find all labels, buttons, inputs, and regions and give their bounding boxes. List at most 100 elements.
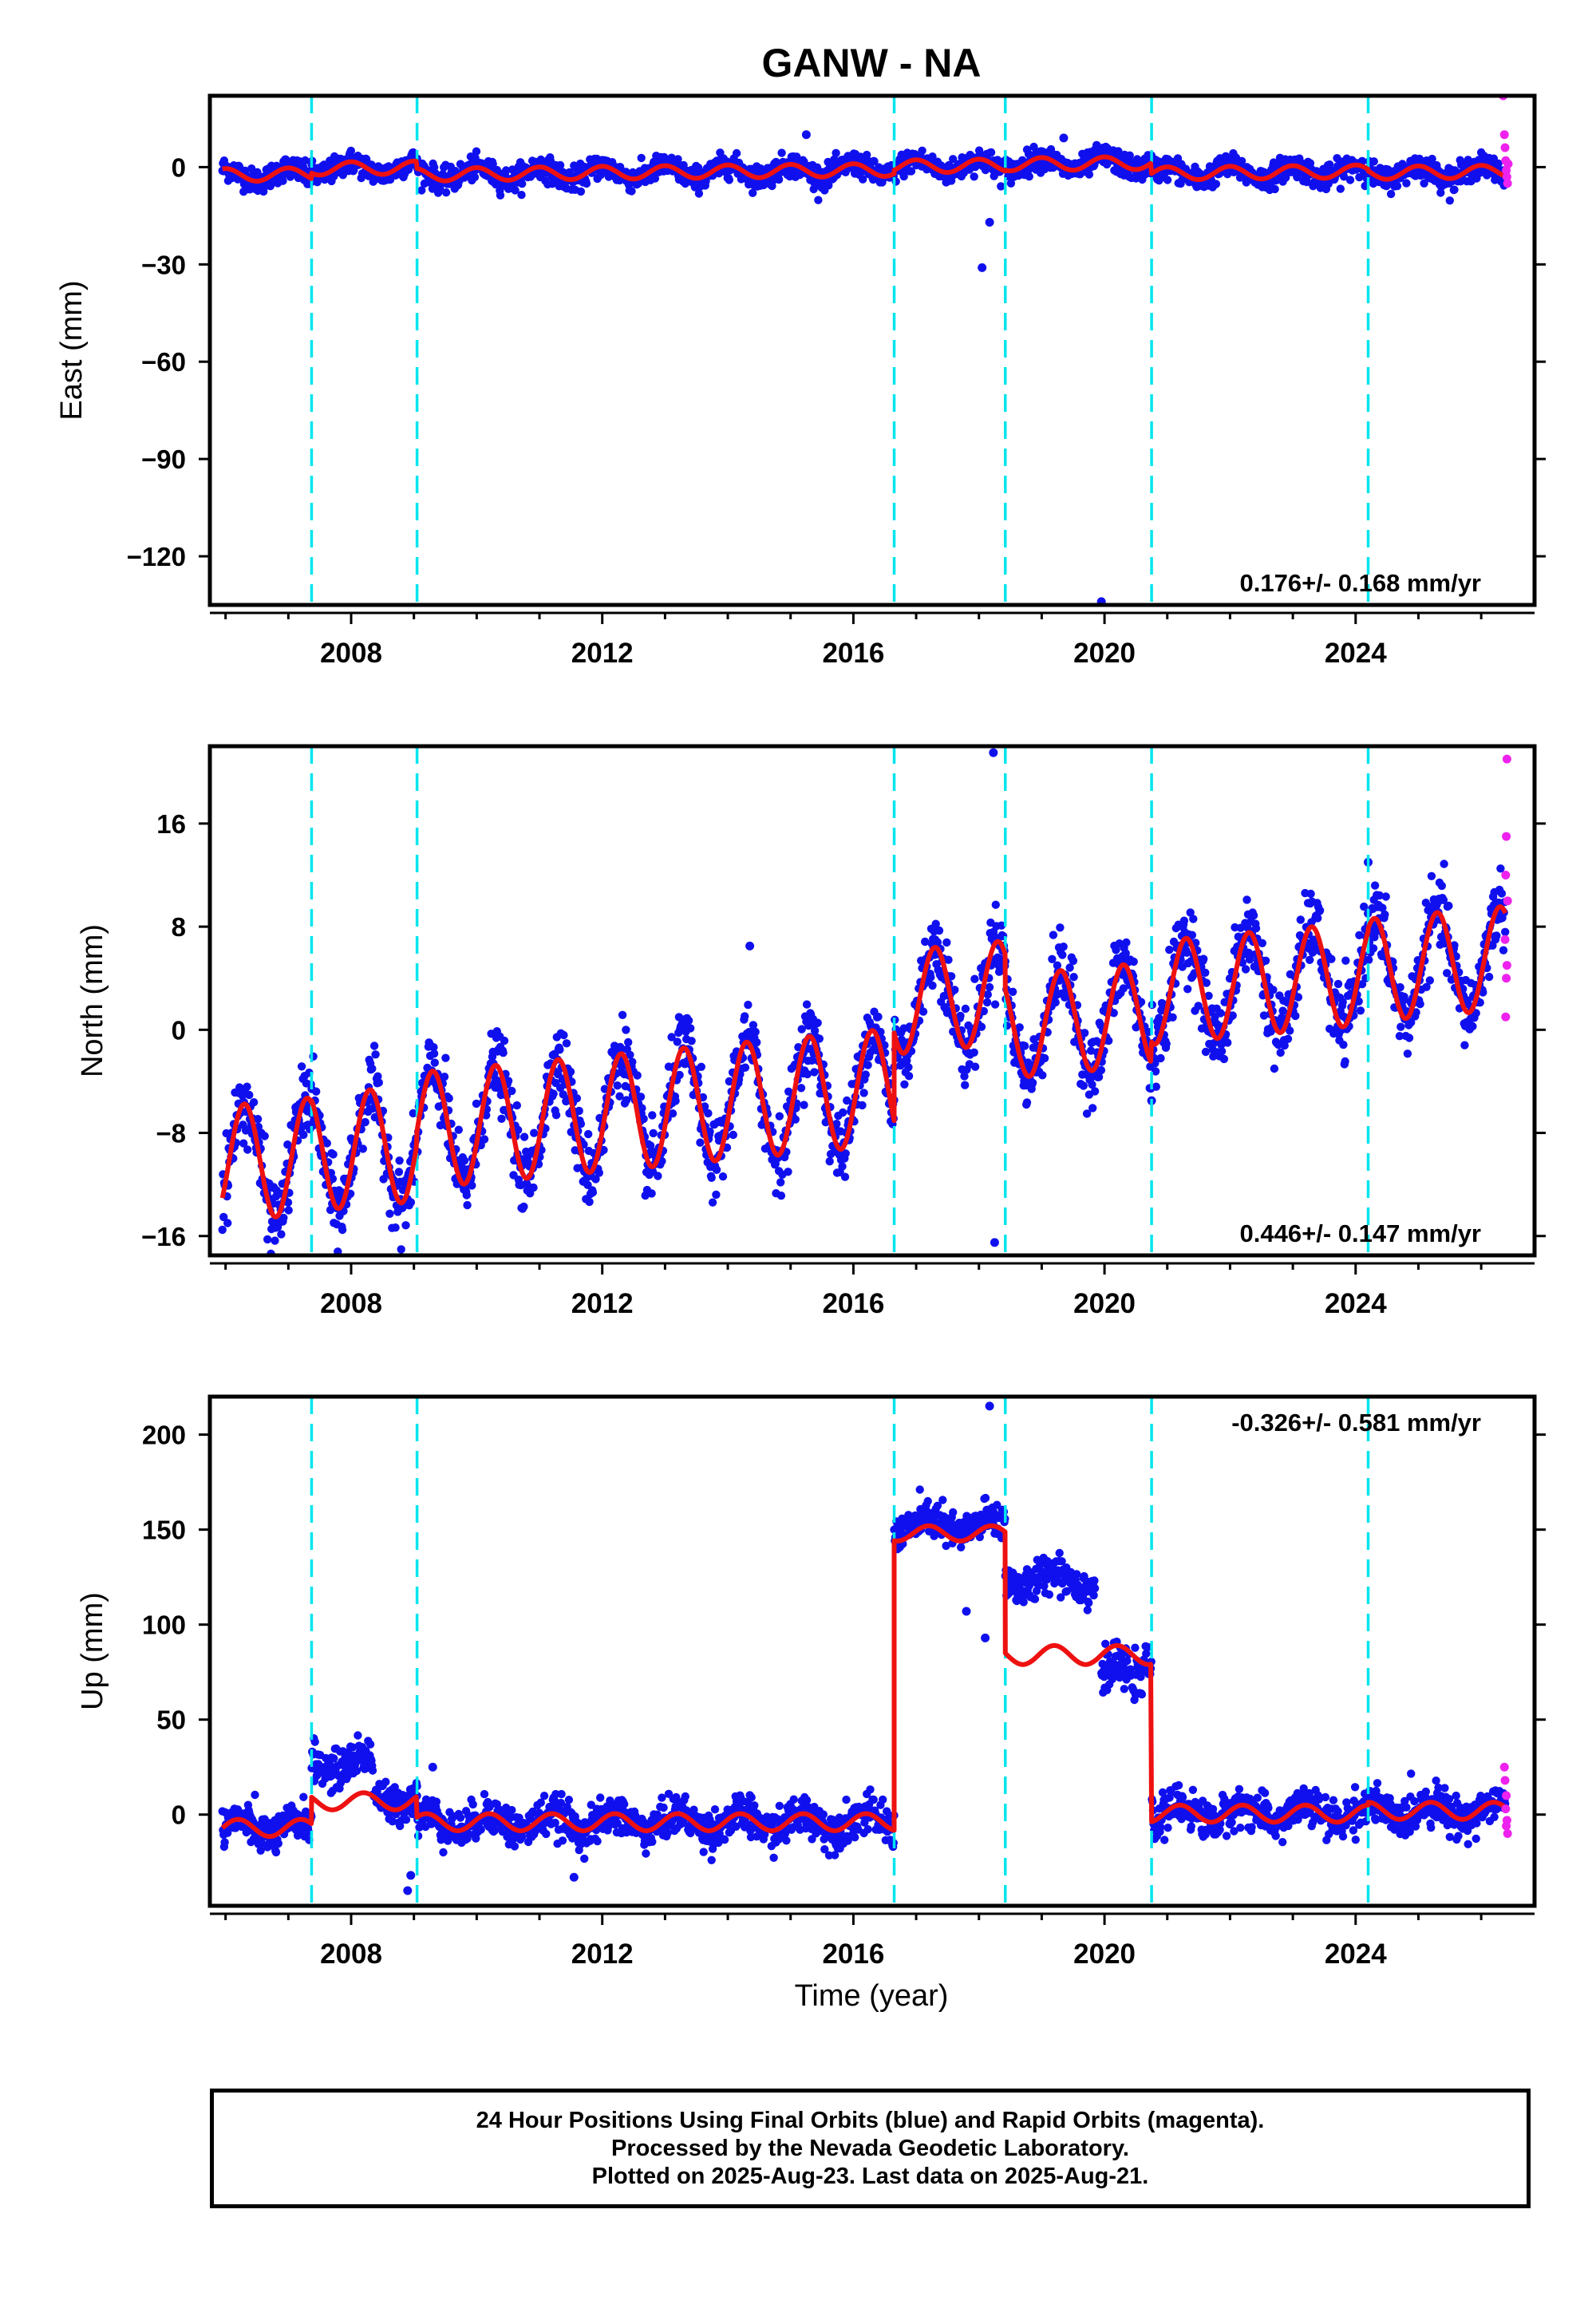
data-point xyxy=(1341,1057,1349,1066)
data-point xyxy=(322,1139,331,1148)
data-point xyxy=(358,1144,367,1153)
data-point xyxy=(633,1071,642,1080)
data-point xyxy=(667,1033,676,1041)
data-point xyxy=(1499,946,1508,954)
x-tick-label: 2012 xyxy=(571,638,634,669)
data-point xyxy=(918,146,926,155)
data-point xyxy=(301,156,310,165)
rapid-point xyxy=(1501,871,1511,880)
data-point xyxy=(615,1092,624,1101)
rapid-point xyxy=(1499,130,1509,140)
data-point xyxy=(468,1181,476,1190)
data-point xyxy=(504,1077,513,1085)
data-point xyxy=(430,1058,439,1067)
data-point xyxy=(626,1050,634,1060)
y-tick-label: −120 xyxy=(127,542,186,571)
data-point xyxy=(777,148,786,157)
data-point xyxy=(1040,1053,1049,1063)
data-point xyxy=(859,175,867,184)
rapid-point xyxy=(1503,179,1512,188)
data-point xyxy=(802,1000,812,1009)
data-point xyxy=(371,1050,380,1059)
data-point xyxy=(1357,156,1367,165)
rapid-point xyxy=(1500,935,1510,944)
data-point xyxy=(385,1209,394,1219)
data-point xyxy=(409,1109,417,1118)
data-point xyxy=(517,191,526,200)
outlier-point xyxy=(989,748,998,757)
east-final-orbit-points xyxy=(218,130,1510,605)
data-point xyxy=(1258,939,1267,948)
data-point xyxy=(1088,1104,1097,1113)
data-point xyxy=(624,1037,633,1047)
data-point xyxy=(647,1189,656,1198)
data-point xyxy=(921,937,930,947)
data-point xyxy=(1276,1048,1285,1057)
data-point xyxy=(1096,1065,1106,1075)
data-point xyxy=(284,1206,293,1215)
data-point xyxy=(1219,1054,1229,1064)
data-point xyxy=(800,1101,808,1109)
data-point xyxy=(346,146,355,156)
data-point xyxy=(283,1140,292,1149)
data-point xyxy=(1168,1013,1177,1022)
y-tick-label: −90 xyxy=(141,445,186,474)
data-point xyxy=(1420,179,1428,188)
data-point xyxy=(1179,916,1189,925)
up-plot-area xyxy=(218,1397,1512,1906)
data-point xyxy=(220,1838,229,1847)
data-point xyxy=(1282,173,1290,182)
data-point xyxy=(441,1053,450,1062)
data-point xyxy=(774,175,784,184)
data-point xyxy=(1129,957,1138,966)
data-point xyxy=(429,1043,438,1052)
data-point xyxy=(900,1080,909,1089)
data-point xyxy=(444,1094,453,1103)
data-point xyxy=(1497,889,1507,898)
data-point xyxy=(1436,188,1445,197)
data-point xyxy=(654,1172,662,1180)
data-point xyxy=(970,1048,978,1057)
data-point xyxy=(1025,172,1034,181)
data-point xyxy=(1484,972,1494,982)
data-point xyxy=(928,981,937,990)
data-point xyxy=(1396,1022,1405,1031)
outlier-point xyxy=(978,263,987,272)
north-rate-label: 0.446+/- 0.147 mm/yr xyxy=(1240,1219,1481,1247)
data-point xyxy=(470,172,480,182)
data-point xyxy=(1269,986,1278,994)
east-plot-area xyxy=(218,96,1513,605)
data-point xyxy=(861,1070,871,1079)
data-point xyxy=(401,1221,410,1230)
data-point xyxy=(395,1156,404,1165)
data-point xyxy=(277,1230,286,1239)
rapid-point xyxy=(1503,159,1513,168)
data-point xyxy=(279,176,287,185)
data-point xyxy=(981,165,990,175)
x-tick-label: 2020 xyxy=(1073,638,1136,669)
data-point xyxy=(373,1072,382,1081)
rapid-point xyxy=(1500,143,1510,152)
data-point xyxy=(1450,185,1459,194)
data-point xyxy=(838,1162,847,1171)
data-point xyxy=(977,1022,986,1031)
up-final-orbit-points xyxy=(218,1401,1510,1895)
data-point xyxy=(1199,954,1208,963)
data-point xyxy=(707,1173,716,1183)
data-point xyxy=(1404,1034,1414,1042)
data-point xyxy=(1084,170,1094,179)
data-point xyxy=(299,1792,308,1801)
data-point xyxy=(1163,176,1172,184)
data-point xyxy=(904,1072,914,1081)
data-point xyxy=(283,1198,293,1207)
y-tick-label: 0 xyxy=(172,1015,186,1045)
data-point xyxy=(1369,157,1378,166)
data-point xyxy=(616,1045,626,1054)
data-point xyxy=(687,1037,696,1045)
data-point xyxy=(249,1098,259,1107)
x-tick-label: 2016 xyxy=(822,638,884,669)
rapid-point xyxy=(1502,754,1511,764)
data-point xyxy=(928,152,937,161)
